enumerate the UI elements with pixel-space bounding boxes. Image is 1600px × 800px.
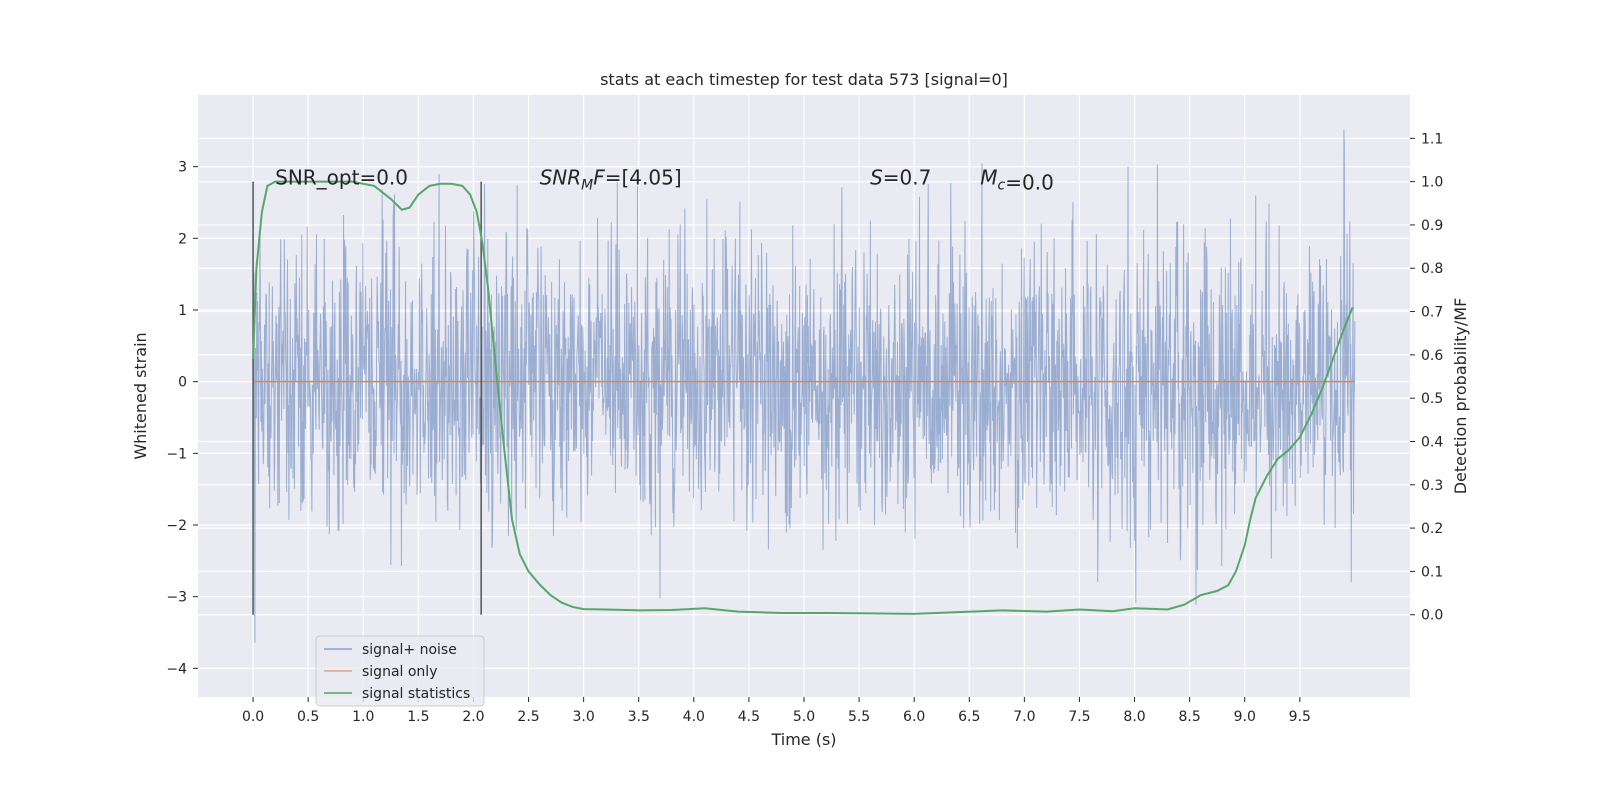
x-tick-label: 5.5 xyxy=(848,709,870,725)
legend: signal+ noise signal only signal statist… xyxy=(315,635,485,707)
x-tick-label: 4.5 xyxy=(738,709,760,725)
y-tick-label-left: 1 xyxy=(178,303,187,319)
legend-label-signal: signal only xyxy=(362,664,437,680)
stats-series xyxy=(252,180,1354,615)
y-tick-label-right: 0.0 xyxy=(1421,608,1443,624)
annotation-2: S=0.7 xyxy=(870,165,931,189)
legend-label-noise: signal+ noise xyxy=(362,642,457,658)
legend-label-stats: signal statistics xyxy=(362,686,470,702)
y-tick-label-right: 0.1 xyxy=(1421,564,1443,580)
y-tick-label-right: 0.6 xyxy=(1421,348,1443,364)
y-tick-label-right: 0.9 xyxy=(1421,218,1443,234)
chart-title: stats at each timestep for test data 573… xyxy=(600,70,1008,89)
x-axis-label: Time (s) xyxy=(770,730,836,749)
y-tick-label-right: 0.4 xyxy=(1421,434,1443,450)
noise-series xyxy=(252,129,1356,643)
x-tick-label: 8.5 xyxy=(1179,709,1201,725)
x-tick-label: 1.0 xyxy=(352,709,374,725)
annotations: SNR_opt=0.0 SNRMF=[4.05] S=0.7 Mc=0.0 xyxy=(275,165,1054,194)
x-tick-label: 3.0 xyxy=(573,709,595,725)
x-tick-label: 1.5 xyxy=(407,709,429,725)
x-tick-label: 6.5 xyxy=(958,709,980,725)
y-tick-label-right: 1.1 xyxy=(1421,131,1443,147)
y-tick-label-right: 0.5 xyxy=(1421,391,1443,407)
annotation-3: Mc=0.0 xyxy=(980,165,1054,194)
x-tick-label: 6.0 xyxy=(903,709,925,725)
y-axis-label-right: Detection probability/MF xyxy=(1451,298,1470,495)
x-tick-label: 9.5 xyxy=(1289,709,1311,725)
y-tick-label-left: −3 xyxy=(166,590,187,606)
x-tick-label: 4.0 xyxy=(683,709,705,725)
y-tick-label-right: 0.8 xyxy=(1421,261,1443,277)
legend-box xyxy=(315,635,485,707)
y-tick-label-left: −2 xyxy=(166,518,187,534)
noise-line xyxy=(252,129,1356,643)
x-tick-label: 0.5 xyxy=(297,709,319,725)
y-tick-label-left: 0 xyxy=(178,375,187,391)
ticks: 0.0 0.5 1.0 1.5 2.0 2.5 3.0 3.5 4.0 4.5 5.0 5.5 6.0 6… xyxy=(166,131,1443,725)
y-tick-label-left: 2 xyxy=(178,231,187,247)
annotation-0: SNR_opt=0.0 xyxy=(275,165,408,189)
y-axis-label-left: Whitened strain xyxy=(131,332,150,459)
x-tick-label: 0.0 xyxy=(242,709,264,725)
vertical-markers xyxy=(252,181,482,615)
y-tick-label-left: −4 xyxy=(166,661,187,677)
y-tick-label-right: 0.3 xyxy=(1421,478,1443,494)
y-tick-label-right: 0.7 xyxy=(1421,305,1443,321)
y-tick-label-right: 0.2 xyxy=(1421,521,1443,537)
x-tick-label: 7.5 xyxy=(1068,709,1090,725)
x-tick-label: 9.0 xyxy=(1234,709,1256,725)
y-tick-label-left: −1 xyxy=(166,446,187,462)
stats-line xyxy=(252,180,1354,615)
x-tick-label: 8.0 xyxy=(1123,709,1145,725)
y-tick-label-left: 3 xyxy=(178,160,187,176)
x-tick-label: 7.0 xyxy=(1013,709,1035,725)
x-tick-label: 2.0 xyxy=(462,709,484,725)
y-tick-label-right: 1.0 xyxy=(1421,175,1443,191)
x-tick-label: 5.0 xyxy=(793,709,815,725)
x-tick-label: 3.5 xyxy=(628,709,650,725)
annotation-1: SNRMF=[4.05] xyxy=(540,165,682,193)
x-tick-label: 2.5 xyxy=(517,709,539,725)
